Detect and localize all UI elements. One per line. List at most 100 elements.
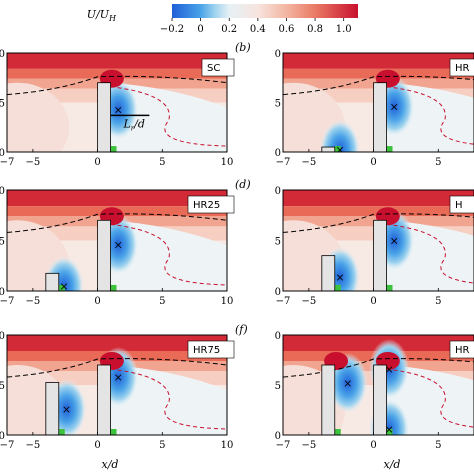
x-tick-label: −7 (0, 157, 14, 168)
x-tick-label: −5 (302, 157, 317, 168)
building (97, 219, 111, 291)
y-tick-label: 0 (0, 287, 5, 298)
axes-frame (6, 189, 228, 292)
x-tick-label: 5 (435, 157, 441, 168)
contour-black (7, 213, 227, 233)
y-tick-label: 0 (0, 331, 5, 342)
building (97, 364, 111, 435)
axes-frame (6, 52, 228, 153)
x-tick-label: 5 (435, 296, 441, 307)
near-wall-zone (334, 429, 341, 435)
building (321, 364, 336, 435)
field-freestream (283, 190, 474, 207)
building (321, 146, 336, 152)
panel-h-3: ××050−7 −5 0 5H(d) (235, 178, 474, 307)
velocity-field: ×× (283, 53, 474, 157)
case-tag: SC (207, 63, 220, 74)
case-tag-box (187, 195, 235, 214)
panel-hr-1: ××050−7 −5 0 5HR(b) (235, 41, 474, 168)
x-tick-label: −5 (26, 296, 41, 307)
building (373, 364, 387, 435)
y-tick-label: 5 (0, 237, 5, 248)
x-tick-label: −5 (302, 296, 317, 307)
contour-red (110, 368, 227, 430)
y-tick-label: 0 (275, 49, 281, 60)
field-freestream (7, 190, 227, 207)
panel-letter: (b) (235, 41, 251, 54)
y-tick-label: 0 (275, 148, 281, 159)
colorbar-tick-label: 0 (197, 24, 203, 35)
x-tick-label: 10 (221, 157, 234, 168)
vortex-center-marker: × (59, 280, 68, 293)
panel-hr-5: ×××050−7 −5 0 5HR(f) (235, 323, 474, 451)
contour-red (386, 368, 474, 428)
vortex-center-marker: × (335, 144, 344, 157)
colorbar-tick-label: 0.8 (307, 24, 323, 35)
near-wall-zone (386, 284, 393, 291)
near-wall-zone (58, 429, 65, 435)
field-freestream (283, 335, 474, 351)
field-wake (110, 82, 227, 152)
x-tick-label: 0 (94, 296, 100, 307)
field-upstream (7, 82, 70, 152)
building (45, 382, 60, 435)
x-tick-label: −7 (276, 440, 291, 451)
x-tick-label: −5 (26, 440, 41, 451)
case-tag: HR (455, 63, 470, 74)
y-tick-label: 0 (0, 148, 5, 159)
y-tick-label: 0 (275, 431, 281, 442)
y-tick-label: 0 (275, 186, 281, 197)
vortex-center-marker: × (390, 100, 399, 113)
vortex-center-marker: × (62, 403, 71, 416)
y-tick-label: 0 (0, 49, 5, 60)
x-tick-label: 0 (94, 440, 100, 451)
case-tag-box (449, 340, 474, 359)
y-tick-label: 5 (275, 381, 281, 392)
x-tick-label: 5 (159, 440, 165, 451)
building (373, 219, 387, 291)
colorbar-tick-label: 1.0 (336, 24, 352, 35)
case-tag: HR25 (193, 200, 220, 211)
contour-red (386, 223, 474, 284)
velocity-field: ×× (283, 190, 474, 291)
vortex-center-marker: × (343, 377, 352, 390)
vortex-center-marker: × (385, 423, 394, 436)
contour-red (110, 223, 227, 286)
x-tick-label: 5 (159, 157, 165, 168)
axes-frame (282, 52, 474, 153)
x-tick-label: 5 (159, 296, 165, 307)
contour-red (386, 86, 474, 145)
contour-black (283, 213, 474, 233)
y-tick-label: 0 (0, 431, 5, 442)
y-tick-label: 0 (275, 331, 281, 342)
building (373, 82, 387, 152)
near-wall-zone (334, 146, 341, 152)
x-tick-label: 10 (221, 296, 234, 307)
near-wall-zone (386, 146, 393, 152)
contour-black (283, 358, 474, 378)
x-tick-label: −5 (302, 440, 317, 451)
field-freestream (7, 335, 227, 351)
velocity-field: ×Lr/d (7, 53, 227, 152)
case-tag-box (449, 58, 474, 77)
velocity-field: × × × (283, 335, 474, 436)
x-tick-label: 0 (94, 157, 100, 168)
contour-black (283, 75, 474, 96)
near-wall-zone (334, 284, 341, 291)
building (97, 82, 111, 152)
near-wall-zone (110, 146, 117, 152)
vortex-center-marker: × (114, 371, 123, 384)
x-axis-label-right: x/d (384, 458, 401, 471)
case-tag: H (455, 200, 463, 211)
panel-letter: (d) (235, 178, 251, 191)
colorbar: U/UH −0.2 0 0.2 0.4 0.6 0.8 1.0 (87, 4, 358, 35)
contour-black (7, 358, 227, 378)
field-wake (110, 365, 227, 435)
vortex-center-marker: × (114, 103, 123, 116)
case-tag: HR (455, 345, 470, 356)
near-wall-zone (110, 429, 117, 435)
vortex-center-marker: × (335, 271, 344, 284)
